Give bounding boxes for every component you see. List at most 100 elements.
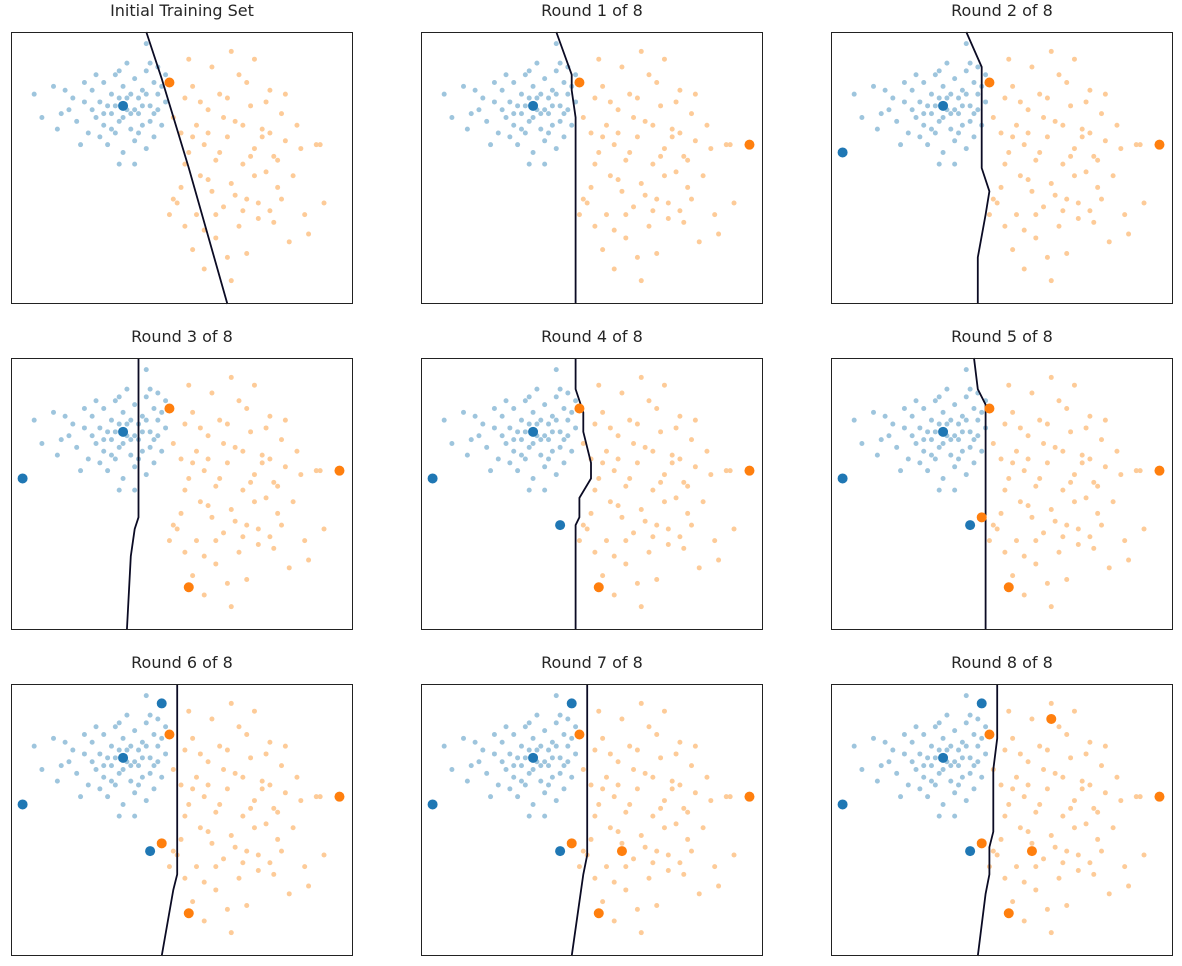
unlabeled-point-class-b	[603, 448, 609, 454]
unlabeled-point-class-b	[1037, 743, 1043, 749]
unlabeled-point-class-a	[507, 786, 513, 792]
unlabeled-point-class-b	[1033, 538, 1039, 544]
unlabeled-point-class-b	[186, 708, 192, 714]
unlabeled-point-class-b	[646, 398, 652, 404]
unlabeled-point-class-b	[627, 149, 633, 155]
unlabeled-point-class-a	[89, 107, 95, 113]
unlabeled-point-class-a	[139, 122, 145, 128]
scatter-plot	[11, 358, 353, 631]
unlabeled-point-class-b	[638, 700, 644, 706]
axes-frame	[11, 358, 353, 630]
unlabeled-point-class-b	[1044, 134, 1050, 140]
labeled-point-class-a	[566, 698, 577, 709]
unlabeled-point-class-b	[1029, 840, 1035, 846]
unlabeled-point-class-a	[549, 774, 555, 780]
unlabeled-point-class-a	[101, 111, 107, 117]
unlabeled-point-class-b	[580, 196, 586, 202]
unlabeled-point-class-b	[251, 798, 257, 804]
unlabeled-point-class-a	[921, 763, 927, 769]
unlabeled-point-class-a	[120, 801, 126, 807]
unlabeled-point-class-a	[975, 433, 981, 439]
unlabeled-point-class-a	[70, 747, 76, 753]
unlabeled-point-class-a	[936, 95, 942, 101]
unlabeled-point-class-a	[944, 386, 950, 392]
unlabeled-point-class-a	[476, 759, 482, 765]
unlabeled-point-class-b	[1002, 161, 1008, 167]
unlabeled-point-class-b	[1091, 805, 1097, 811]
unlabeled-point-class-a	[534, 712, 540, 718]
unlabeled-point-class-b	[661, 708, 667, 714]
unlabeled-point-class-a	[143, 472, 149, 478]
unlabeled-point-class-b	[592, 747, 598, 753]
decision-boundary	[555, 31, 577, 304]
unlabeled-point-class-a	[151, 80, 157, 86]
labeled-point-class-b	[183, 908, 194, 919]
unlabeled-point-class-a	[507, 99, 513, 105]
unlabeled-point-class-a	[925, 755, 931, 761]
unlabeled-point-class-a	[112, 782, 118, 788]
unlabeled-point-class-a	[522, 724, 528, 730]
unlabeled-point-class-b	[1075, 542, 1081, 548]
unlabeled-point-class-a	[952, 76, 958, 82]
unlabeled-point-class-a	[549, 103, 555, 109]
unlabeled-point-class-b	[1048, 700, 1054, 706]
unlabeled-point-class-a	[503, 114, 509, 120]
unlabeled-point-class-b	[642, 118, 648, 124]
unlabeled-point-class-a	[959, 429, 965, 435]
unlabeled-point-class-a	[511, 448, 517, 454]
unlabeled-point-class-a	[542, 107, 548, 113]
unlabeled-point-class-b	[1025, 829, 1031, 835]
unlabeled-point-class-a	[859, 440, 865, 446]
unlabeled-point-class-b	[592, 161, 598, 167]
labeled-point-class-a	[427, 799, 438, 810]
unlabeled-point-class-b	[228, 700, 234, 706]
labeled-point-class-a	[156, 698, 167, 709]
unlabeled-point-class-a	[522, 103, 528, 109]
unlabeled-point-class-a	[112, 398, 118, 404]
unlabeled-point-class-b	[1102, 743, 1108, 749]
unlabeled-point-class-b	[1095, 157, 1101, 163]
unlabeled-point-class-b	[731, 852, 737, 858]
unlabeled-point-class-a	[81, 732, 87, 738]
unlabeled-point-class-b	[240, 860, 246, 866]
unlabeled-point-class-b	[600, 134, 606, 140]
unlabeled-point-class-b	[221, 766, 227, 772]
unlabeled-point-class-b	[178, 184, 184, 190]
labeled-point-class-a	[938, 100, 949, 111]
unlabeled-point-class-b	[1021, 142, 1027, 148]
unlabeled-point-class-b	[607, 499, 613, 505]
unlabeled-point-class-a	[101, 437, 107, 443]
unlabeled-point-class-b	[654, 848, 660, 854]
unlabeled-point-class-a	[155, 759, 161, 765]
unlabeled-point-class-b	[182, 487, 188, 493]
unlabeled-point-class-a	[569, 735, 575, 741]
scatter-plot	[831, 357, 1173, 630]
unlabeled-point-class-a	[120, 149, 126, 155]
unlabeled-point-class-b	[592, 875, 598, 881]
unlabeled-point-class-b	[654, 196, 660, 202]
unlabeled-point-class-a	[561, 80, 567, 86]
unlabeled-point-class-b	[631, 766, 637, 772]
unlabeled-point-class-b	[986, 538, 992, 544]
unlabeled-point-class-a	[441, 417, 447, 423]
unlabeled-point-class-a	[948, 417, 954, 423]
unlabeled-point-class-a	[526, 118, 532, 124]
unlabeled-point-class-b	[615, 177, 621, 183]
unlabeled-point-class-b	[1091, 479, 1097, 485]
unlabeled-point-class-a	[932, 755, 938, 761]
unlabeled-point-class-b	[244, 522, 250, 528]
unlabeled-point-class-a	[108, 437, 114, 443]
unlabeled-point-class-b	[1068, 479, 1074, 485]
unlabeled-point-class-b	[1060, 122, 1066, 128]
unlabeled-point-class-b	[631, 204, 637, 210]
unlabeled-point-class-b	[994, 852, 1000, 858]
labeled-point-class-a	[837, 799, 848, 810]
unlabeled-point-class-b	[197, 751, 203, 757]
unlabeled-point-class-a	[101, 774, 107, 780]
unlabeled-point-class-a	[499, 87, 505, 93]
panel-title: Round 1 of 8	[541, 1, 643, 20]
unlabeled-point-class-b	[1052, 518, 1058, 524]
labeled-point-class-b	[164, 77, 175, 88]
unlabeled-point-class-a	[124, 386, 130, 392]
unlabeled-point-class-a	[952, 464, 958, 470]
